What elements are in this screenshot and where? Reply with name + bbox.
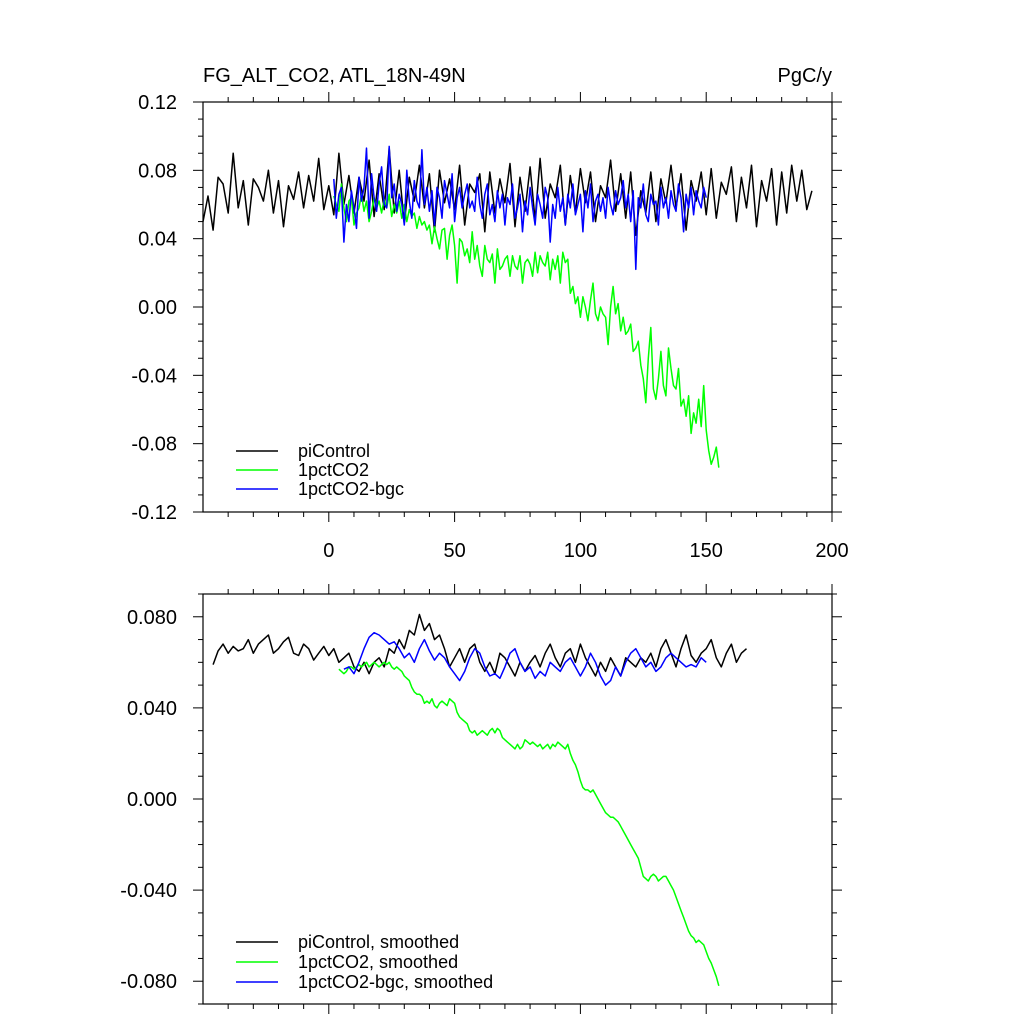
- y-tick-label: 0.12: [138, 92, 177, 114]
- y-tick-label: 0.040: [127, 698, 177, 720]
- y-tick-label: 0.00: [138, 297, 177, 319]
- legend-label-1pctco2-bgc-smoothed: 1pctCO2-bgc, smoothed: [298, 972, 493, 992]
- legend-label-1pctco2: 1pctCO2: [298, 460, 369, 480]
- y-tick-label: 0.000: [127, 789, 177, 811]
- legend-label-1pctco2-bgc: 1pctCO2-bgc: [298, 479, 404, 499]
- y-tick-label: 0.080: [127, 607, 177, 629]
- bottom-panel-ticks: -0.080 -0.040 0.000 0.040 0.080: [120, 584, 842, 1014]
- series-line-1pctco2-bgc-smoothed: [343, 631, 707, 686]
- legend-label-picontrol-smoothed: piControl, smoothed: [298, 932, 459, 952]
- top-panel-title: FG_ALT_CO2, ATL_18N-49N: [203, 65, 466, 87]
- bottom-panel: -0.080 -0.040 0.000 0.040 0.080 piControl, s…: [120, 584, 842, 1014]
- x-tick-label: 100: [564, 540, 597, 562]
- x-tick-label: 50: [443, 540, 465, 562]
- series-line-1pctco2-smoothed: [338, 661, 720, 986]
- y-tick-label: -0.08: [131, 434, 177, 456]
- series-line-1pctco2: [333, 183, 720, 468]
- top-panel-units: PgC/y: [778, 65, 832, 87]
- series-line-picontrol-smoothed: [212, 613, 747, 677]
- x-tick-label: 0: [323, 540, 334, 562]
- series-line-1pctco2-bgc: [333, 145, 707, 271]
- x-tick-label: 150: [690, 540, 723, 562]
- legend-label-1pctco2-smoothed: 1pctCO2, smoothed: [298, 952, 458, 972]
- top-panel-ticks: 0 50 100 150 200 -0.12 -0.08 -0.04 0.00 0.04 0.08 0…: [131, 92, 849, 562]
- legend-label-picontrol: piControl: [298, 441, 370, 461]
- y-tick-label: 0.04: [138, 229, 177, 251]
- y-tick-label: -0.04: [131, 365, 177, 387]
- x-tick-label: 200: [815, 540, 848, 562]
- y-tick-label: -0.040: [120, 880, 177, 902]
- y-tick-label: -0.080: [120, 971, 177, 993]
- top-panel-series: [202, 145, 813, 468]
- y-tick-label: -0.12: [131, 502, 177, 524]
- y-tick-label: 0.08: [138, 160, 177, 182]
- series-line-picontrol: [202, 147, 813, 237]
- bottom-panel-series: [212, 613, 747, 986]
- top-panel: 0 50 100 150 200 -0.12 -0.08 -0.04 0.00 0.04 0.08 0…: [131, 65, 848, 562]
